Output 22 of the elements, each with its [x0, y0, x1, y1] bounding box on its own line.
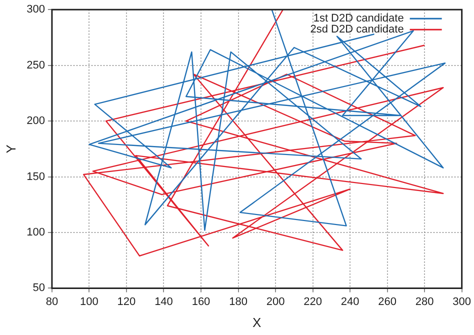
x-tick-label: 280	[415, 296, 434, 308]
legend-label: 1st D2D candidate	[313, 12, 404, 25]
y-tick-label: 50	[32, 282, 45, 294]
y-tick-label: 200	[26, 115, 45, 128]
x-tick-label: 140	[154, 296, 173, 308]
x-tick-label: 80	[46, 296, 58, 308]
x-tick-label: 260	[378, 296, 396, 308]
y-tick-label: 100	[26, 226, 45, 239]
y-tick-label: 150	[26, 170, 45, 183]
y-tick-label: 300	[26, 4, 45, 16]
legend-label: 2sd D2D candidate	[310, 24, 404, 36]
x-tick-label: 220	[304, 296, 322, 308]
x-tick-label: 120	[117, 296, 136, 308]
x-tick-label: 100	[80, 296, 98, 308]
x-tick-label: 160	[192, 296, 210, 308]
x-axis-title: X	[252, 314, 262, 330]
x-tick-label: 200	[266, 296, 285, 308]
x-tick-label: 240	[340, 296, 360, 308]
y-tick-label: 250	[26, 59, 45, 72]
y-axis-title: Y	[3, 144, 18, 154]
x-tick-label: 180	[229, 296, 248, 308]
x-tick-label: 300	[452, 296, 472, 308]
